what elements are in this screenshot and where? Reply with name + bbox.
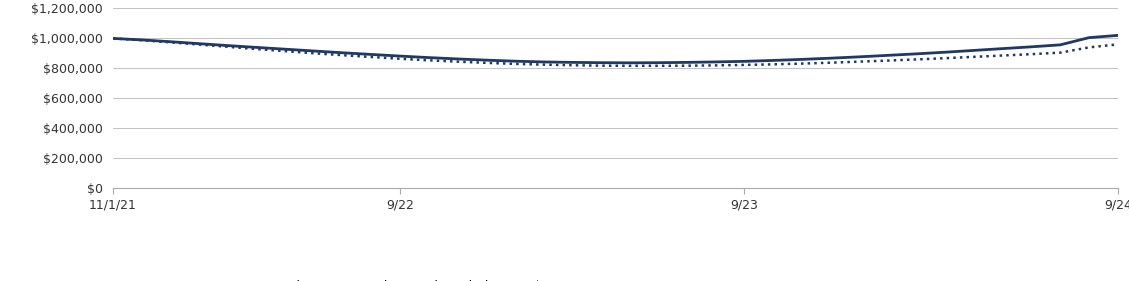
Legend: RBC BlueBay Core Plus Bond Fund Class R6 $1,020,142, Bloomberg US Aggregate Bond: RBC BlueBay Core Plus Bond Fund Class R6… — [200, 275, 611, 281]
